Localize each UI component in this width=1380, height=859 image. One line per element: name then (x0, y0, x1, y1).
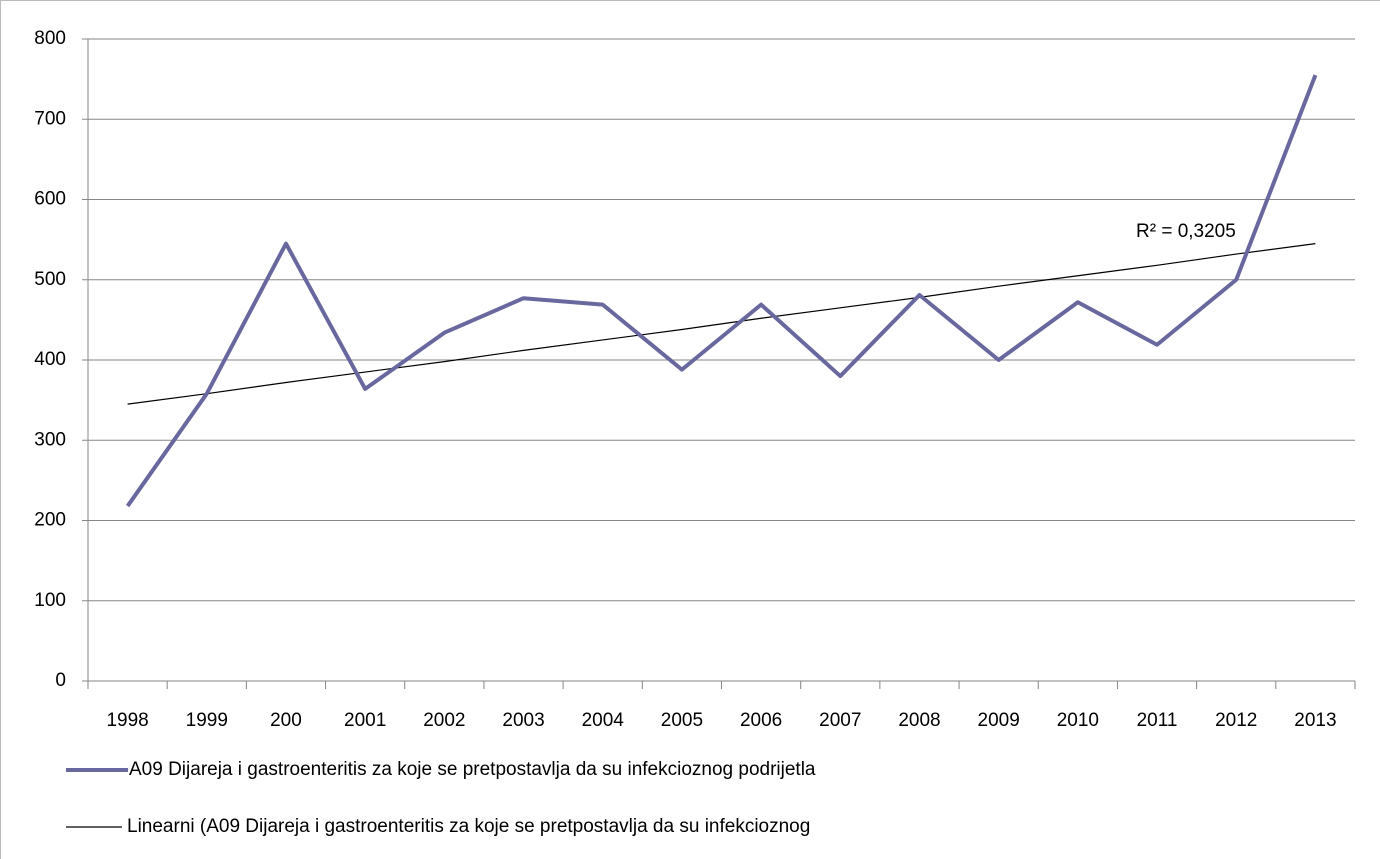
x-tick-label: 2008 (898, 710, 940, 731)
trend-line (127, 243, 1316, 405)
x-tick-label: 1999 (186, 710, 228, 731)
x-tick-label: 2013 (1294, 710, 1336, 731)
x-tick-label: 200 (270, 710, 302, 731)
x-tick-label: 2009 (978, 710, 1020, 731)
x-tick-label: 2011 (1137, 710, 1178, 731)
x-tick-label: 2004 (582, 710, 625, 731)
y-tick-label: 800 (34, 28, 66, 49)
y-tick-label: 300 (34, 429, 66, 450)
data-line (125, 74, 1318, 508)
legend-label: Linearni (A09 Dijareja i gastroenteritis… (127, 816, 810, 837)
y-tick-label: 700 (34, 108, 66, 129)
x-tick-label: 2003 (502, 710, 544, 731)
x-tick-label: 2005 (661, 710, 703, 731)
y-tick-label: 100 (34, 590, 66, 611)
x-tick-label: 2010 (1057, 710, 1099, 731)
x-tick-label: 2006 (740, 710, 782, 731)
x-tick-label: 1998 (106, 710, 148, 731)
annotation: R² = 0,3205 (1136, 221, 1236, 242)
x-tick-label: 2002 (423, 710, 465, 731)
x-tick-label: 2007 (819, 710, 861, 731)
x-tick-label: 2001 (344, 710, 386, 731)
y-tick-label: 400 (34, 349, 66, 370)
y-tick-label: 500 (34, 269, 66, 290)
y-tick-label: 600 (34, 189, 66, 210)
legend-label: A09 Dijareja i gastroenteritis za koje s… (129, 759, 816, 780)
y-tick-label: 0 (55, 670, 66, 691)
x-tick-label: 2012 (1215, 710, 1257, 731)
y-tick-label: 200 (34, 510, 66, 531)
